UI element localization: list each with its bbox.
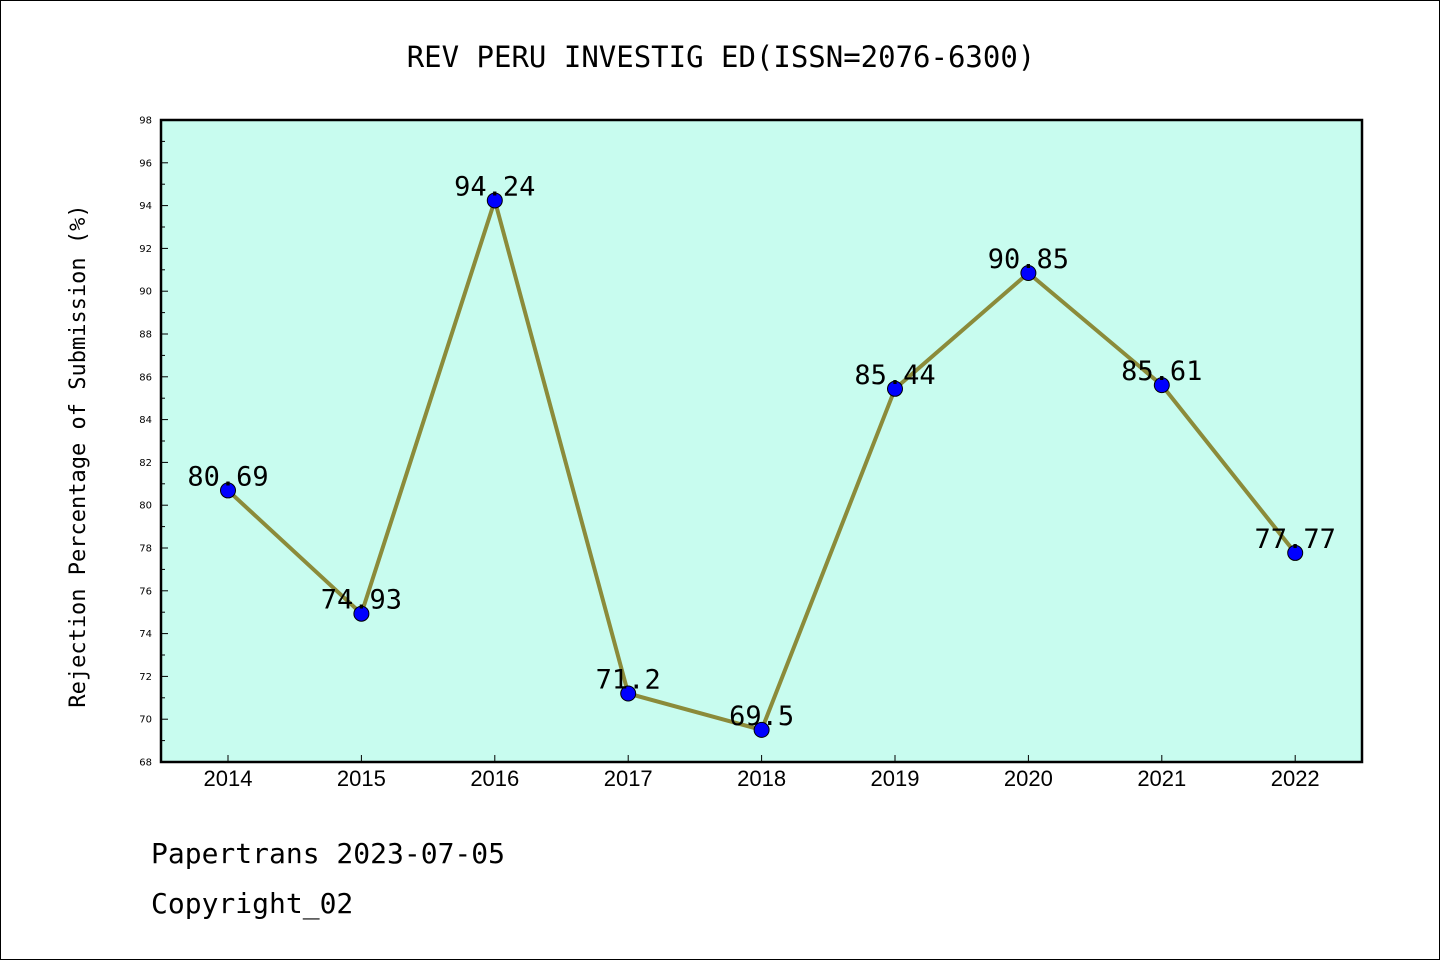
y-tick-label: 70 xyxy=(139,715,152,726)
y-tick-label: 76 xyxy=(139,586,152,597)
y-axis-label: Rejection Percentage of Submission (%) xyxy=(66,204,91,707)
y-tick-label: 68 xyxy=(139,758,152,769)
data-markers xyxy=(220,192,1304,738)
x-tick-label: 2017 xyxy=(604,766,653,791)
y-tick-label: 80 xyxy=(139,501,152,512)
data-point xyxy=(887,380,903,397)
x-tick-label: 2019 xyxy=(871,766,920,791)
data-label: 90.85 xyxy=(988,244,1069,275)
data-point xyxy=(753,721,770,738)
y-tick-label: 78 xyxy=(139,544,152,555)
x-axis-ticks: 2014 2015 2016 2017 2018 2019 2020 2021 2022 xyxy=(204,755,1320,791)
data-point xyxy=(1153,377,1170,394)
plot-area xyxy=(161,120,1362,762)
footer-copyright-line: Copyright_02 xyxy=(151,887,354,920)
data-label: 71.2 xyxy=(596,665,661,696)
y-tick-label: 94 xyxy=(139,201,152,212)
data-label: 85.44 xyxy=(854,360,935,391)
y-tick-label: 82 xyxy=(139,458,152,469)
y-tick-label: 92 xyxy=(139,244,152,255)
x-tick-label: 2022 xyxy=(1271,766,1320,791)
data-label: 80.69 xyxy=(187,461,268,492)
y-tick-label: 90 xyxy=(139,287,152,298)
x-tick-label: 2016 xyxy=(470,766,519,791)
y-tick-label: 88 xyxy=(139,330,152,341)
chart-title: REV PERU INVESTIG ED(ISSN=2076-6300) xyxy=(407,40,1036,74)
data-point xyxy=(486,192,503,209)
y-tick-label: 96 xyxy=(139,158,152,169)
data-label: 85.61 xyxy=(1121,356,1202,387)
x-tick-label: 2014 xyxy=(204,766,253,791)
data-point xyxy=(1020,265,1037,282)
data-label: 69.5 xyxy=(729,701,794,732)
y-tick-label: 72 xyxy=(139,672,152,683)
x-tick-label: 2021 xyxy=(1137,766,1186,791)
data-point xyxy=(1287,544,1304,561)
data-point xyxy=(353,605,370,622)
data-label: 94.24 xyxy=(454,171,535,202)
footer-date-line: Papertrans 2023-07-05 xyxy=(151,837,506,870)
data-label: 74.93 xyxy=(321,585,402,616)
x-tick-label: 2015 xyxy=(337,766,386,791)
x-tick-label: 2020 xyxy=(1004,766,1053,791)
data-label: 77.77 xyxy=(1255,524,1336,555)
y-tick-label: 98 xyxy=(139,116,152,127)
y-tick-label: 74 xyxy=(139,629,152,640)
data-point xyxy=(220,482,236,499)
y-tick-label: 86 xyxy=(139,372,152,383)
x-tick-label: 2018 xyxy=(737,766,786,791)
data-point xyxy=(620,685,637,702)
y-axis-ticks: 68 70 72 74 76 78 80 82 84 86 88 90 92 94 96 98 xyxy=(139,116,168,769)
data-labels: 80.69 74.93 94.24 71.2 69.5 85.44 90.85 85.61 77… xyxy=(187,171,1335,731)
y-tick-label: 84 xyxy=(139,415,152,426)
plot-frame xyxy=(159,118,1364,764)
